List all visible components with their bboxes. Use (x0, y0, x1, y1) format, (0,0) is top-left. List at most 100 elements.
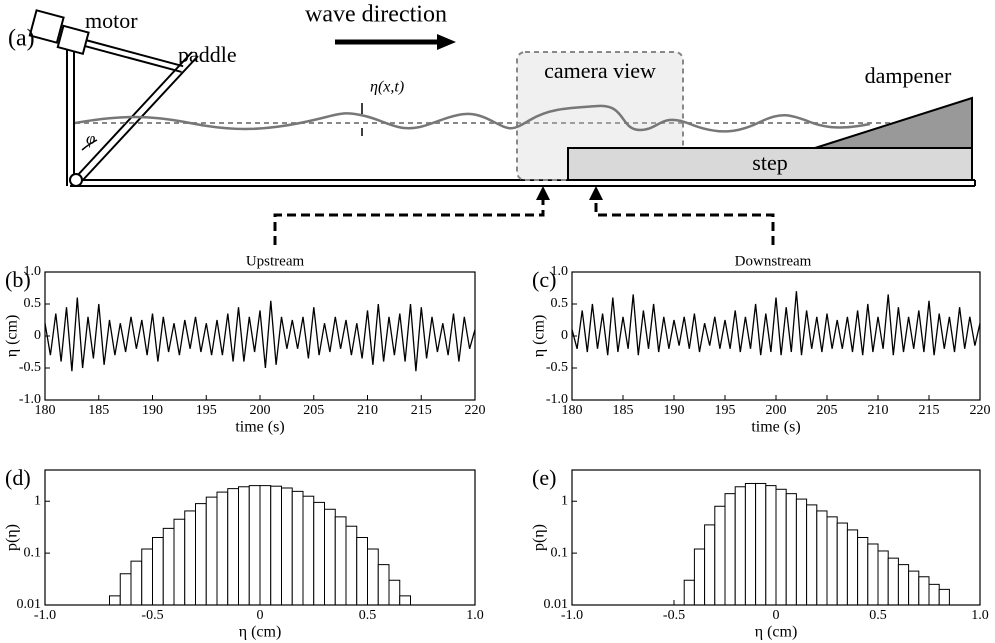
x-tick-label: 0.5 (359, 608, 377, 623)
pivot (69, 173, 83, 187)
y-tick-label: 0.5 (24, 296, 42, 311)
histogram-bar (270, 485, 282, 606)
data-line (44, 297, 476, 372)
histogram-bar (162, 527, 175, 606)
motor (28, 9, 184, 73)
eta-label: η(x,t) (370, 79, 404, 96)
y-tick-label: 0 (34, 328, 41, 343)
histogram-bar (345, 525, 358, 606)
x-tick-label: 215 (411, 403, 432, 418)
x-tick-label: 210 (868, 403, 889, 418)
camera-view-label: camera view (544, 58, 656, 83)
x-tick-label: 0 (257, 608, 264, 623)
histogram-bar (938, 588, 950, 606)
histogram-bar (216, 491, 229, 606)
arrow-head (536, 186, 550, 200)
paddle (75, 51, 193, 178)
paddle-label: paddle (178, 42, 237, 67)
histogram-bar (765, 485, 777, 606)
y-tick-label: 0.01 (17, 597, 42, 612)
paddle (81, 55, 199, 182)
x-tick-label: 220 (970, 403, 991, 418)
x-tick-label: -0.5 (141, 608, 163, 623)
histogram-bar (281, 487, 293, 606)
histogram-bar (302, 495, 315, 606)
histogram-bar (119, 573, 132, 606)
histogram-bar (775, 488, 787, 606)
y-tick-label: 1 (34, 493, 41, 508)
x-tick-label: 200 (766, 403, 787, 418)
histogram-bar (399, 595, 411, 606)
step-label: step (752, 150, 787, 175)
histogram-bar (877, 550, 889, 606)
histogram-bar (356, 537, 368, 606)
histogram-bar (313, 501, 325, 606)
x-tick-label: 190 (142, 403, 163, 418)
y-tick-label: -1.0 (19, 392, 41, 407)
x-tick-label: 195 (715, 403, 736, 418)
y-tick-label: -0.5 (19, 360, 41, 375)
y-tick-label: 0.01 (544, 597, 569, 612)
plot-frame (44, 271, 476, 401)
histogram-bar (785, 493, 797, 606)
x-tick-label: 0 (773, 608, 780, 623)
x-tick-label: 0.5 (869, 608, 887, 623)
histogram-bar (173, 518, 186, 606)
x-tick-label: -1.0 (34, 608, 56, 623)
y-tick-label: 0.1 (24, 545, 42, 560)
x-tick-label: 220 (465, 403, 486, 418)
y-axis-label: p(η) (531, 524, 548, 551)
histogram-bar (795, 498, 808, 606)
histogram-bar (887, 557, 899, 606)
y-tick-label: -0.5 (546, 360, 568, 375)
histogram-bar (152, 537, 164, 606)
histogram-bar (259, 485, 272, 606)
x-tick-label: 1.0 (466, 608, 484, 623)
histogram-bar (248, 485, 261, 606)
histogram-bar (897, 564, 910, 606)
plot-frame (571, 271, 981, 401)
histogram-bar (291, 490, 304, 606)
step (567, 147, 973, 181)
histogram-bar (683, 579, 695, 606)
wave (74, 104, 871, 133)
x-tick-label: -0.5 (663, 608, 685, 623)
y-tick-label: 1.0 (551, 264, 569, 279)
histogram-bar (109, 595, 121, 606)
histogram-bar (755, 482, 767, 606)
histogram-bar (734, 486, 746, 606)
x-tick-label: 1.0 (971, 608, 989, 623)
y-axis-label: p(η) (4, 524, 21, 551)
y-tick-label: 0.5 (551, 296, 569, 311)
histogram-bar (908, 570, 920, 606)
histogram-bar (928, 583, 940, 606)
x-tick-label: 185 (613, 403, 634, 418)
phi-label: φ (86, 129, 95, 148)
panel-label: (d) (5, 465, 31, 490)
histogram-bar (238, 486, 250, 606)
x-tick-label: 180 (562, 403, 583, 418)
arrow-head (589, 186, 603, 200)
x-tick-label: 180 (35, 403, 56, 418)
histogram-bar (324, 508, 336, 606)
y-axis-label: η (cm) (4, 315, 21, 358)
y-tick-label: 0.1 (551, 545, 569, 560)
y-tick-label: -1.0 (546, 392, 568, 407)
x-tick-label: 190 (664, 403, 685, 418)
dampener (814, 96, 973, 149)
histogram-bar (857, 537, 869, 606)
histogram-bar (334, 516, 347, 606)
histogram-bar (367, 548, 379, 606)
x-axis-label: time (s) (751, 419, 800, 436)
histogram-bar (227, 488, 239, 606)
x-tick-label: 200 (250, 403, 271, 418)
x-tick-label: 185 (88, 403, 109, 418)
panel-label: (e) (532, 465, 556, 490)
x-tick-label: 205 (303, 403, 324, 418)
histogram-bar (806, 504, 818, 606)
panel-label: (c) (532, 267, 556, 292)
histogram-bar (836, 522, 848, 606)
x-tick-label: 215 (919, 403, 940, 418)
motor-label: motor (85, 8, 138, 33)
